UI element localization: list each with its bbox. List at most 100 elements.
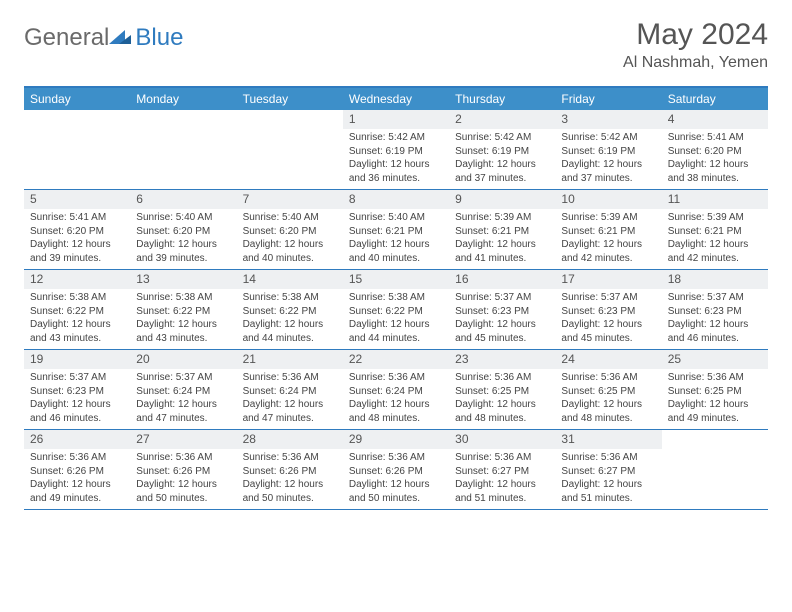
sunrise-line: Sunrise: 5:36 AM xyxy=(561,371,655,385)
day-cell: 20Sunrise: 5:37 AMSunset: 6:24 PMDayligh… xyxy=(130,350,236,429)
sunrise-line: Sunrise: 5:41 AM xyxy=(668,131,762,145)
day-number: 16 xyxy=(449,270,555,289)
day-details: Sunrise: 5:37 AMSunset: 6:24 PMDaylight:… xyxy=(130,369,236,429)
week-row: 12Sunrise: 5:38 AMSunset: 6:22 PMDayligh… xyxy=(24,270,768,350)
sunset-line: Sunset: 6:27 PM xyxy=(561,465,655,479)
day-details: Sunrise: 5:38 AMSunset: 6:22 PMDaylight:… xyxy=(237,289,343,349)
daylight-line: Daylight: 12 hours and 49 minutes. xyxy=(30,478,124,505)
week-row: 26Sunrise: 5:36 AMSunset: 6:26 PMDayligh… xyxy=(24,430,768,510)
day-details: Sunrise: 5:40 AMSunset: 6:20 PMDaylight:… xyxy=(130,209,236,269)
day-details: Sunrise: 5:36 AMSunset: 6:25 PMDaylight:… xyxy=(555,369,661,429)
sunrise-line: Sunrise: 5:37 AM xyxy=(561,291,655,305)
sunset-line: Sunset: 6:23 PM xyxy=(455,305,549,319)
daylight-line: Daylight: 12 hours and 45 minutes. xyxy=(455,318,549,345)
sunrise-line: Sunrise: 5:36 AM xyxy=(136,451,230,465)
day-number: 31 xyxy=(555,430,661,449)
day-details: Sunrise: 5:40 AMSunset: 6:20 PMDaylight:… xyxy=(237,209,343,269)
daylight-line: Daylight: 12 hours and 37 minutes. xyxy=(455,158,549,185)
sunset-line: Sunset: 6:22 PM xyxy=(243,305,337,319)
sunrise-line: Sunrise: 5:38 AM xyxy=(243,291,337,305)
dow-label: Wednesday xyxy=(343,88,449,110)
day-cell: 22Sunrise: 5:36 AMSunset: 6:24 PMDayligh… xyxy=(343,350,449,429)
day-cell: 19Sunrise: 5:37 AMSunset: 6:23 PMDayligh… xyxy=(24,350,130,429)
sunrise-line: Sunrise: 5:36 AM xyxy=(349,451,443,465)
day-number: 8 xyxy=(343,190,449,209)
day-cell: 13Sunrise: 5:38 AMSunset: 6:22 PMDayligh… xyxy=(130,270,236,349)
daylight-line: Daylight: 12 hours and 41 minutes. xyxy=(455,238,549,265)
weeks-container: 1 Sunrise: 5:42 AMSunset: 6:19 PMDaylight… xyxy=(24,110,768,510)
day-details: Sunrise: 5:38 AMSunset: 6:22 PMDaylight:… xyxy=(24,289,130,349)
brand-logo: General Blue xyxy=(24,24,183,52)
day-details: Sunrise: 5:41 AMSunset: 6:20 PMDaylight:… xyxy=(662,129,768,189)
day-cell: 15Sunrise: 5:38 AMSunset: 6:22 PMDayligh… xyxy=(343,270,449,349)
day-number: 11 xyxy=(662,190,768,209)
daylight-line: Daylight: 12 hours and 40 minutes. xyxy=(243,238,337,265)
sunrise-line: Sunrise: 5:38 AM xyxy=(136,291,230,305)
sunset-line: Sunset: 6:26 PM xyxy=(136,465,230,479)
daylight-line: Daylight: 12 hours and 51 minutes. xyxy=(561,478,655,505)
brand-part2: Blue xyxy=(135,24,183,52)
day-details: Sunrise: 5:36 AMSunset: 6:27 PMDaylight:… xyxy=(449,449,555,509)
sunrise-line: Sunrise: 5:36 AM xyxy=(243,371,337,385)
daylight-line: Daylight: 12 hours and 43 minutes. xyxy=(30,318,124,345)
day-number: 1 xyxy=(343,110,449,129)
daylight-line: Daylight: 12 hours and 38 minutes. xyxy=(668,158,762,185)
day-details: Sunrise: 5:37 AMSunset: 6:23 PMDaylight:… xyxy=(24,369,130,429)
day-cell: 17Sunrise: 5:37 AMSunset: 6:23 PMDayligh… xyxy=(555,270,661,349)
day-details: Sunrise: 5:37 AMSunset: 6:23 PMDaylight:… xyxy=(662,289,768,349)
day-details: Sunrise: 5:36 AMSunset: 6:26 PMDaylight:… xyxy=(24,449,130,509)
day-cell: 9Sunrise: 5:39 AMSunset: 6:21 PMDaylight… xyxy=(449,190,555,269)
sunrise-line: Sunrise: 5:36 AM xyxy=(349,371,443,385)
day-details: Sunrise: 5:42 AMSunset: 6:19 PMDaylight:… xyxy=(555,129,661,189)
daylight-line: Daylight: 12 hours and 46 minutes. xyxy=(30,398,124,425)
sunrise-line: Sunrise: 5:37 AM xyxy=(136,371,230,385)
sunset-line: Sunset: 6:25 PM xyxy=(668,385,762,399)
day-cell: 31 Sunrise: 5:36 AMSunset: 6:27 PMDayligh… xyxy=(555,430,661,509)
day-number: 30 xyxy=(449,430,555,449)
sunset-line: Sunset: 6:27 PM xyxy=(455,465,549,479)
day-number: 26 xyxy=(24,430,130,449)
sunrise-line: Sunrise: 5:36 AM xyxy=(561,451,655,465)
day-cell: 8Sunrise: 5:40 AMSunset: 6:21 PMDaylight… xyxy=(343,190,449,269)
week-row: 5Sunrise: 5:41 AMSunset: 6:20 PMDaylight… xyxy=(24,190,768,270)
day-number: 22 xyxy=(343,350,449,369)
sunset-line: Sunset: 6:20 PM xyxy=(136,225,230,239)
sunset-line: Sunset: 6:23 PM xyxy=(668,305,762,319)
day-cell: 1Sunrise: 5:42 AMSunset: 6:19 PMDaylight… xyxy=(343,110,449,189)
day-details: Sunrise: 5:36 AMSunset: 6:26 PMDaylight:… xyxy=(130,449,236,509)
day-cell: 6Sunrise: 5:40 AMSunset: 6:20 PMDaylight… xyxy=(130,190,236,269)
daylight-line: Daylight: 12 hours and 36 minutes. xyxy=(349,158,443,185)
sunset-line: Sunset: 6:26 PM xyxy=(243,465,337,479)
sunrise-line: Sunrise: 5:38 AM xyxy=(30,291,124,305)
day-number: 21 xyxy=(237,350,343,369)
dow-label: Sunday xyxy=(24,88,130,110)
day-cell: 2Sunrise: 5:42 AMSunset: 6:19 PMDaylight… xyxy=(449,110,555,189)
day-cell: 26Sunrise: 5:36 AMSunset: 6:26 PMDayligh… xyxy=(24,430,130,509)
day-number: 3 xyxy=(555,110,661,129)
day-cell: 11Sunrise: 5:39 AMSunset: 6:21 PMDayligh… xyxy=(662,190,768,269)
day-cell: 25Sunrise: 5:36 AMSunset: 6:25 PMDayligh… xyxy=(662,350,768,429)
day-number: 4 xyxy=(662,110,768,129)
day-number: 28 xyxy=(237,430,343,449)
sunrise-line: Sunrise: 5:36 AM xyxy=(30,451,124,465)
day-cell xyxy=(130,110,236,189)
dow-label: Monday xyxy=(130,88,236,110)
sunset-line: Sunset: 6:24 PM xyxy=(243,385,337,399)
daylight-line: Daylight: 12 hours and 42 minutes. xyxy=(668,238,762,265)
day-number: 24 xyxy=(555,350,661,369)
daylight-line: Daylight: 12 hours and 49 minutes. xyxy=(668,398,762,425)
day-details: Sunrise: 5:37 AMSunset: 6:23 PMDaylight:… xyxy=(555,289,661,349)
day-number: 7 xyxy=(237,190,343,209)
day-number: 27 xyxy=(130,430,236,449)
sunset-line: Sunset: 6:19 PM xyxy=(349,145,443,159)
sunrise-line: Sunrise: 5:40 AM xyxy=(136,211,230,225)
day-details: Sunrise: 5:39 AMSunset: 6:21 PMDaylight:… xyxy=(662,209,768,269)
week-row: 1 Sunrise: 5:42 AMSunset: 6:19 PMDaylight… xyxy=(24,110,768,190)
day-details: Sunrise: 5:39 AMSunset: 6:21 PMDaylight:… xyxy=(449,209,555,269)
daylight-line: Daylight: 12 hours and 51 minutes. xyxy=(455,478,549,505)
sunset-line: Sunset: 6:19 PM xyxy=(561,145,655,159)
day-cell: 14Sunrise: 5:38 AMSunset: 6:22 PMDayligh… xyxy=(237,270,343,349)
day-cell xyxy=(24,110,130,189)
daylight-line: Daylight: 12 hours and 47 minutes. xyxy=(136,398,230,425)
day-cell: 21Sunrise: 5:36 AMSunset: 6:24 PMDayligh… xyxy=(237,350,343,429)
